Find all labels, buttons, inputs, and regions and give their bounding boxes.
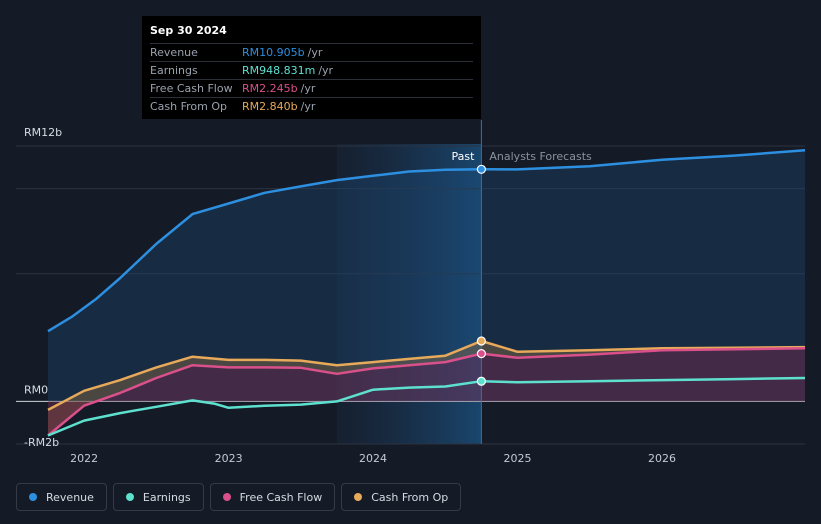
earnings-marker [476, 376, 486, 386]
cash-from-op-area [48, 341, 805, 436]
tooltip-row-revenue: Revenue RM10.905b /yr [150, 43, 473, 61]
x-axis-tick-label: 2025 [504, 452, 532, 465]
free-cash-flow-area [48, 348, 805, 436]
free-cash-flow-dot-icon [222, 493, 231, 501]
tooltip-label: Cash From Op [150, 100, 228, 113]
tooltip-value: RM948.831m [242, 64, 316, 77]
tooltip-label: Earnings [150, 64, 198, 77]
tooltip-label: Revenue [150, 46, 198, 59]
legend-label: Free Cash Flow [239, 490, 323, 504]
y-axis-label: RM0 [24, 383, 48, 396]
legend-label: Cash From Op [371, 490, 449, 504]
tooltip-unit: /yr [300, 100, 316, 113]
y-axis-label: -RM2b [24, 436, 59, 449]
tooltip-value: RM10.905b [242, 46, 305, 59]
x-axis-tick-label: 2022 [70, 452, 98, 465]
legend-item-cash-from-op[interactable]: Cash From Op [341, 483, 462, 511]
y-axis-label: RM12b [24, 126, 62, 139]
tooltip-unit: /yr [318, 64, 334, 77]
tooltip-date: Sep 30 2024 [150, 24, 227, 37]
tooltip-label: Free Cash Flow [150, 82, 233, 95]
legend-item-revenue[interactable]: Revenue [16, 483, 107, 511]
tooltip-row-earnings: Earnings RM948.831m /yr [150, 61, 473, 79]
cash-from-op-dot-icon [354, 493, 363, 501]
tooltip-value: RM2.245b [242, 82, 298, 95]
tooltip: Sep 30 2024 Revenue RM10.905b /yr Earnin… [142, 16, 481, 119]
revenue-line [47, 149, 806, 333]
revenue-marker [476, 164, 486, 174]
tooltip-unit: /yr [300, 82, 316, 95]
cash-from-op-marker [476, 336, 486, 346]
cash-from-op-line [47, 339, 806, 412]
legend-label: Earnings [142, 490, 191, 504]
earnings-dot-icon [125, 493, 134, 501]
tooltip-row-cash-from-op: Cash From Op RM2.840b /yr [150, 97, 473, 115]
forecast-label: Analysts Forecasts [489, 150, 592, 163]
x-axis-tick-label: 2023 [215, 452, 243, 465]
x-axis-tick-label: 2026 [648, 452, 676, 465]
x-axis-tick-label: 2024 [359, 452, 387, 465]
revenue-dot-icon [29, 493, 37, 501]
legend-item-earnings[interactable]: Earnings [112, 483, 204, 511]
tooltip-unit: /yr [307, 46, 323, 59]
revenue-area [48, 150, 805, 402]
free-cash-flow-line [47, 346, 806, 437]
legend: Revenue Earnings Free Cash Flow Cash Fro… [16, 483, 462, 511]
tooltip-value: RM2.840b [242, 100, 298, 113]
legend-item-free-cash-flow[interactable]: Free Cash Flow [209, 483, 336, 511]
tooltip-row-free-cash-flow: Free Cash Flow RM2.245b /yr [150, 79, 473, 97]
earnings-line [47, 376, 806, 437]
past-label: Past [451, 150, 475, 163]
legend-label: Revenue [46, 490, 94, 504]
free-cash-flow-marker [476, 349, 486, 359]
